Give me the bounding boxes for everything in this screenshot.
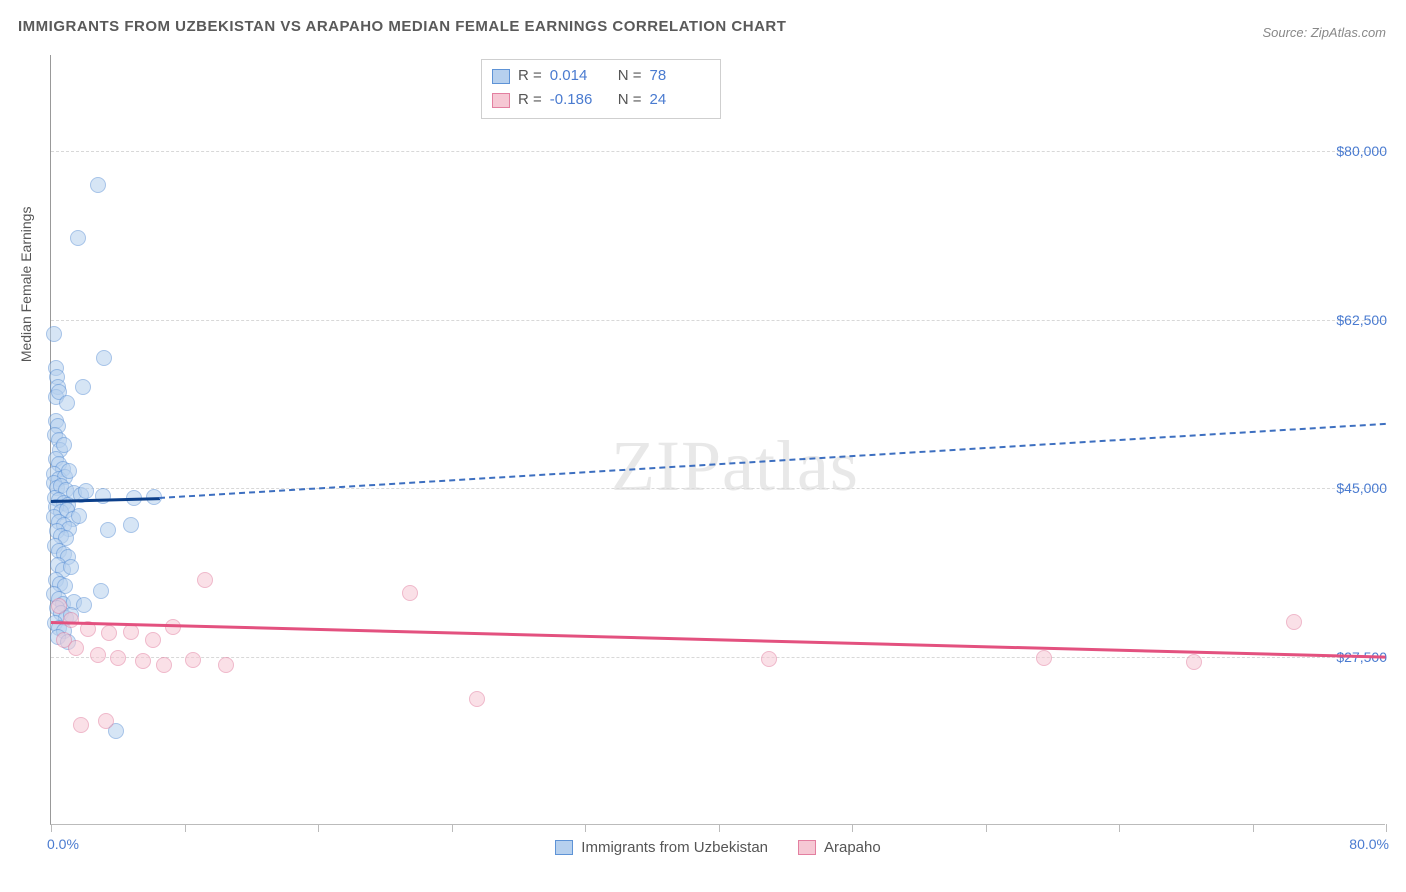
stats-legend-row: R = 0.014 N = 78 — [492, 64, 710, 88]
r-label: R = — [518, 64, 542, 88]
data-point — [78, 483, 94, 499]
y-tick-label: $62,500 — [1336, 312, 1387, 328]
n-label: N = — [618, 88, 642, 112]
r-value: -0.186 — [550, 88, 610, 112]
data-point — [123, 624, 139, 640]
x-tick — [1386, 824, 1387, 832]
x-tick — [852, 824, 853, 832]
data-point — [96, 350, 112, 366]
n-value: 78 — [650, 64, 710, 88]
data-point — [1186, 654, 1202, 670]
series-legend-label: Immigrants from Uzbekistan — [581, 839, 768, 856]
chart-title: IMMIGRANTS FROM UZBEKISTAN VS ARAPAHO ME… — [18, 18, 786, 35]
y-tick-label: $45,000 — [1336, 480, 1387, 496]
data-point — [156, 657, 172, 673]
x-tick — [452, 824, 453, 832]
data-point — [70, 230, 86, 246]
x-tick — [318, 824, 319, 832]
data-point — [1036, 650, 1052, 666]
x-tick — [986, 824, 987, 832]
data-point — [98, 713, 114, 729]
data-point — [761, 651, 777, 667]
data-point — [469, 691, 485, 707]
series-legend-item: Immigrants from Uzbekistan — [555, 839, 768, 856]
data-point — [59, 395, 75, 411]
gridline — [51, 151, 1385, 152]
data-point — [93, 583, 109, 599]
data-point — [218, 657, 234, 673]
data-point — [76, 597, 92, 613]
data-point — [75, 379, 91, 395]
r-value: 0.014 — [550, 64, 610, 88]
y-tick-label: $80,000 — [1336, 143, 1387, 159]
stats-legend-row: R = -0.186 N = 24 — [492, 88, 710, 112]
series-legend-label: Arapaho — [824, 839, 881, 856]
y-axis-title: Median Female Earnings — [18, 207, 34, 363]
x-tick — [185, 824, 186, 832]
data-point — [123, 517, 139, 533]
legend-swatch — [555, 840, 573, 855]
gridline — [51, 488, 1385, 489]
data-point — [135, 653, 151, 669]
stats-legend: R = 0.014 N = 78 R = -0.186 N = 24 — [481, 59, 721, 119]
gridline — [51, 657, 1385, 658]
series-legend-item: Arapaho — [798, 839, 881, 856]
data-point — [145, 632, 161, 648]
legend-swatch — [798, 840, 816, 855]
x-tick — [51, 824, 52, 832]
gridline — [51, 320, 1385, 321]
data-point — [197, 572, 213, 588]
n-label: N = — [618, 64, 642, 88]
legend-swatch — [492, 93, 510, 108]
data-point — [95, 488, 111, 504]
series-legend: Immigrants from Uzbekistan Arapaho — [51, 839, 1385, 856]
data-point — [100, 522, 116, 538]
data-point — [185, 652, 201, 668]
n-value: 24 — [650, 88, 710, 112]
data-point — [56, 437, 72, 453]
trend-line — [51, 621, 1386, 658]
data-point — [68, 640, 84, 656]
r-label: R = — [518, 88, 542, 112]
data-point — [90, 177, 106, 193]
data-point — [101, 625, 117, 641]
scatter-chart: ZIPatlas R =0.014N =78R =-0.186N =24 0.0… — [50, 55, 1385, 825]
data-point — [63, 559, 79, 575]
x-tick — [1119, 824, 1120, 832]
data-point — [73, 717, 89, 733]
data-point — [61, 463, 77, 479]
data-point — [51, 598, 67, 614]
legend-swatch — [492, 69, 510, 84]
x-tick — [1253, 824, 1254, 832]
data-point — [402, 585, 418, 601]
data-point — [90, 647, 106, 663]
x-tick — [585, 824, 586, 832]
data-point — [1286, 614, 1302, 630]
data-point — [63, 612, 79, 628]
data-point — [46, 326, 62, 342]
data-point — [110, 650, 126, 666]
x-tick — [719, 824, 720, 832]
source-attribution: Source: ZipAtlas.com — [1262, 25, 1386, 40]
